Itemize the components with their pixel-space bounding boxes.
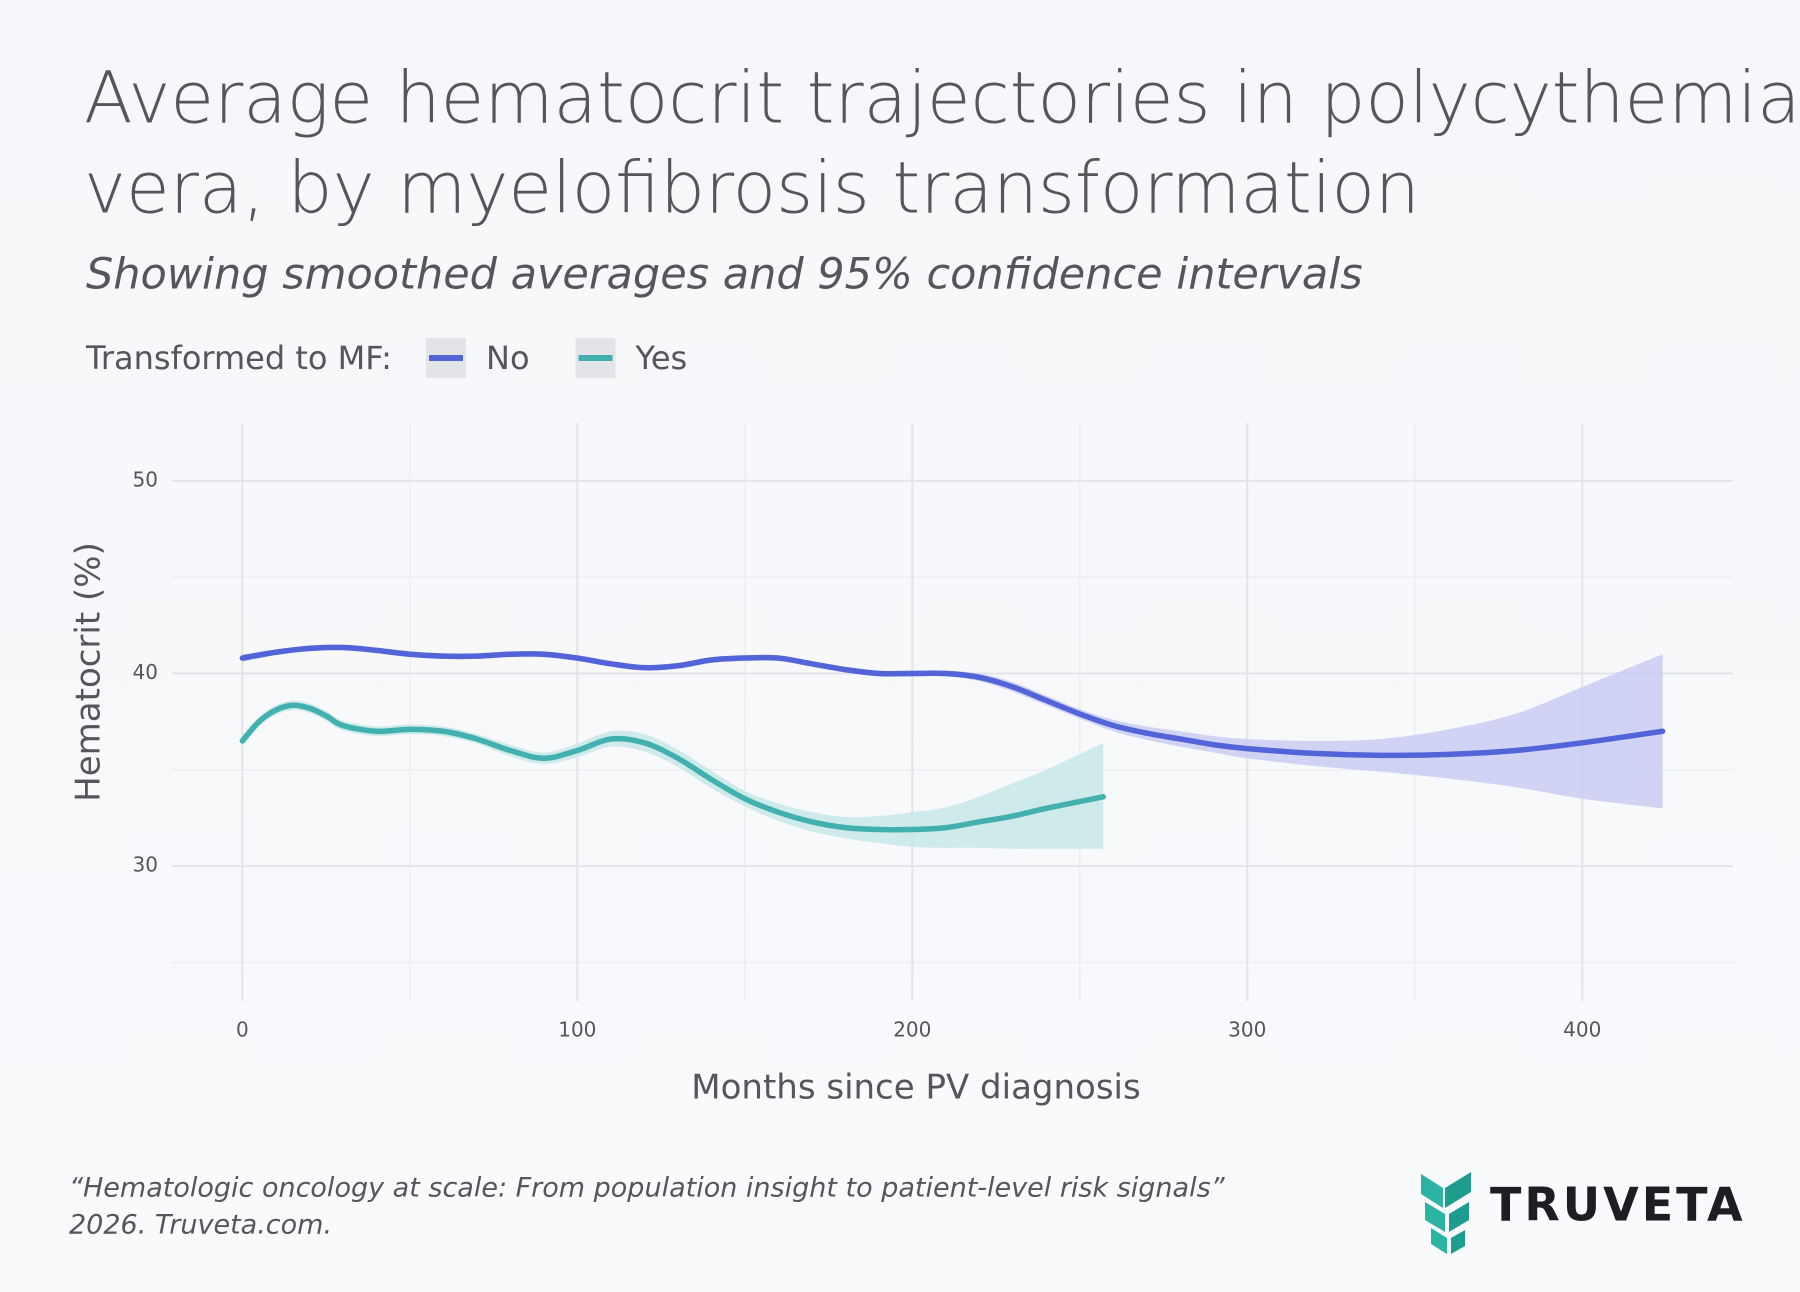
y-tick-label: 30 (133, 853, 158, 877)
y-tick-label: 50 (133, 467, 158, 491)
x-tick-label: 100 (558, 1018, 596, 1042)
legend: No Yes (426, 338, 687, 378)
logo-text: TRUVETA (1490, 1178, 1746, 1232)
legend-label: Yes (635, 339, 688, 377)
y-tick-label: 40 (133, 660, 158, 684)
confidence-band (242, 700, 1104, 849)
legend-label: No (486, 339, 530, 377)
x-axis-title: Months since PV diagnosis (691, 1068, 1140, 1108)
y-axis-title: Hematocrit (%) (69, 542, 109, 802)
legend-title: Transformed to MF: (85, 339, 392, 377)
footnote: 2026. Truveta.com. (69, 1210, 332, 1241)
chart-subtitle: Showing smoothed averages and 95% confid… (86, 250, 1363, 300)
chart-title: Average hematocrit trajectories in polyc… (84, 57, 1800, 140)
plot-area: 30 40 50 0 100 200 300 400 (133, 423, 1733, 1042)
x-tick-label: 300 (1228, 1018, 1266, 1042)
footnote: “Hematologic oncology at scale: From pop… (69, 1173, 1226, 1204)
series-line (239, 702, 1106, 833)
x-tick-label: 400 (1563, 1018, 1601, 1042)
x-tick-label: 200 (893, 1018, 931, 1042)
chart-title: vera, by myelofibrosis transformation (84, 147, 1420, 230)
logo-mark (1421, 1172, 1471, 1254)
series-line (239, 644, 1666, 759)
x-tick-label: 0 (236, 1018, 249, 1042)
